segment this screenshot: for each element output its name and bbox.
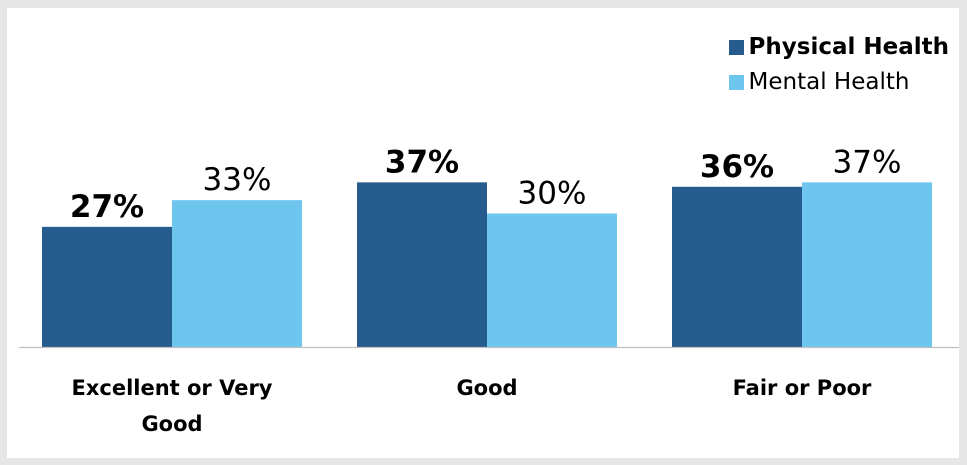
bar-mental-health-good xyxy=(487,213,617,347)
data-label-physical-health-fair-or-poor: 36% xyxy=(700,149,774,185)
data-label-physical-health-excellent-or-very-good: 27% xyxy=(70,189,144,225)
legend-label-physical-health: Physical Health xyxy=(748,34,949,60)
category-label-excellent-or-very-good: Excellent or Very Good xyxy=(71,376,272,436)
bar-mental-health-excellent-or-very-good xyxy=(172,200,302,347)
category-label-good: Good xyxy=(456,376,517,400)
data-label-physical-health-good: 37% xyxy=(385,144,459,180)
bar-chart: 27% 33% Excellent or Very Good 37% 30% Good 36%… xyxy=(19,144,959,436)
legend: Physical Health Mental Health xyxy=(728,34,949,95)
category-label-fair-or-poor: Fair or Poor xyxy=(733,376,872,400)
chart-frame: 27% 33% Excellent or Very Good 37% 30% Good 36%… xyxy=(7,8,959,458)
bar-physical-health-good xyxy=(357,182,487,347)
data-label-mental-health-good: 30% xyxy=(518,176,587,212)
legend-label-mental-health: Mental Health xyxy=(748,69,910,95)
legend-swatch-mental-health xyxy=(728,74,744,90)
bar-physical-health-excellent-or-very-good xyxy=(42,226,172,347)
bar-physical-health-fair-or-poor xyxy=(672,186,802,347)
data-label-mental-health-fair-or-poor: 37% xyxy=(833,144,902,180)
legend-swatch-physical-health xyxy=(728,39,744,55)
legend-item-mental-health: Mental Health xyxy=(728,69,949,95)
bar-mental-health-fair-or-poor xyxy=(802,182,932,347)
legend-item-physical-health: Physical Health xyxy=(728,34,949,60)
data-label-mental-health-excellent-or-very-good: 33% xyxy=(203,162,272,198)
